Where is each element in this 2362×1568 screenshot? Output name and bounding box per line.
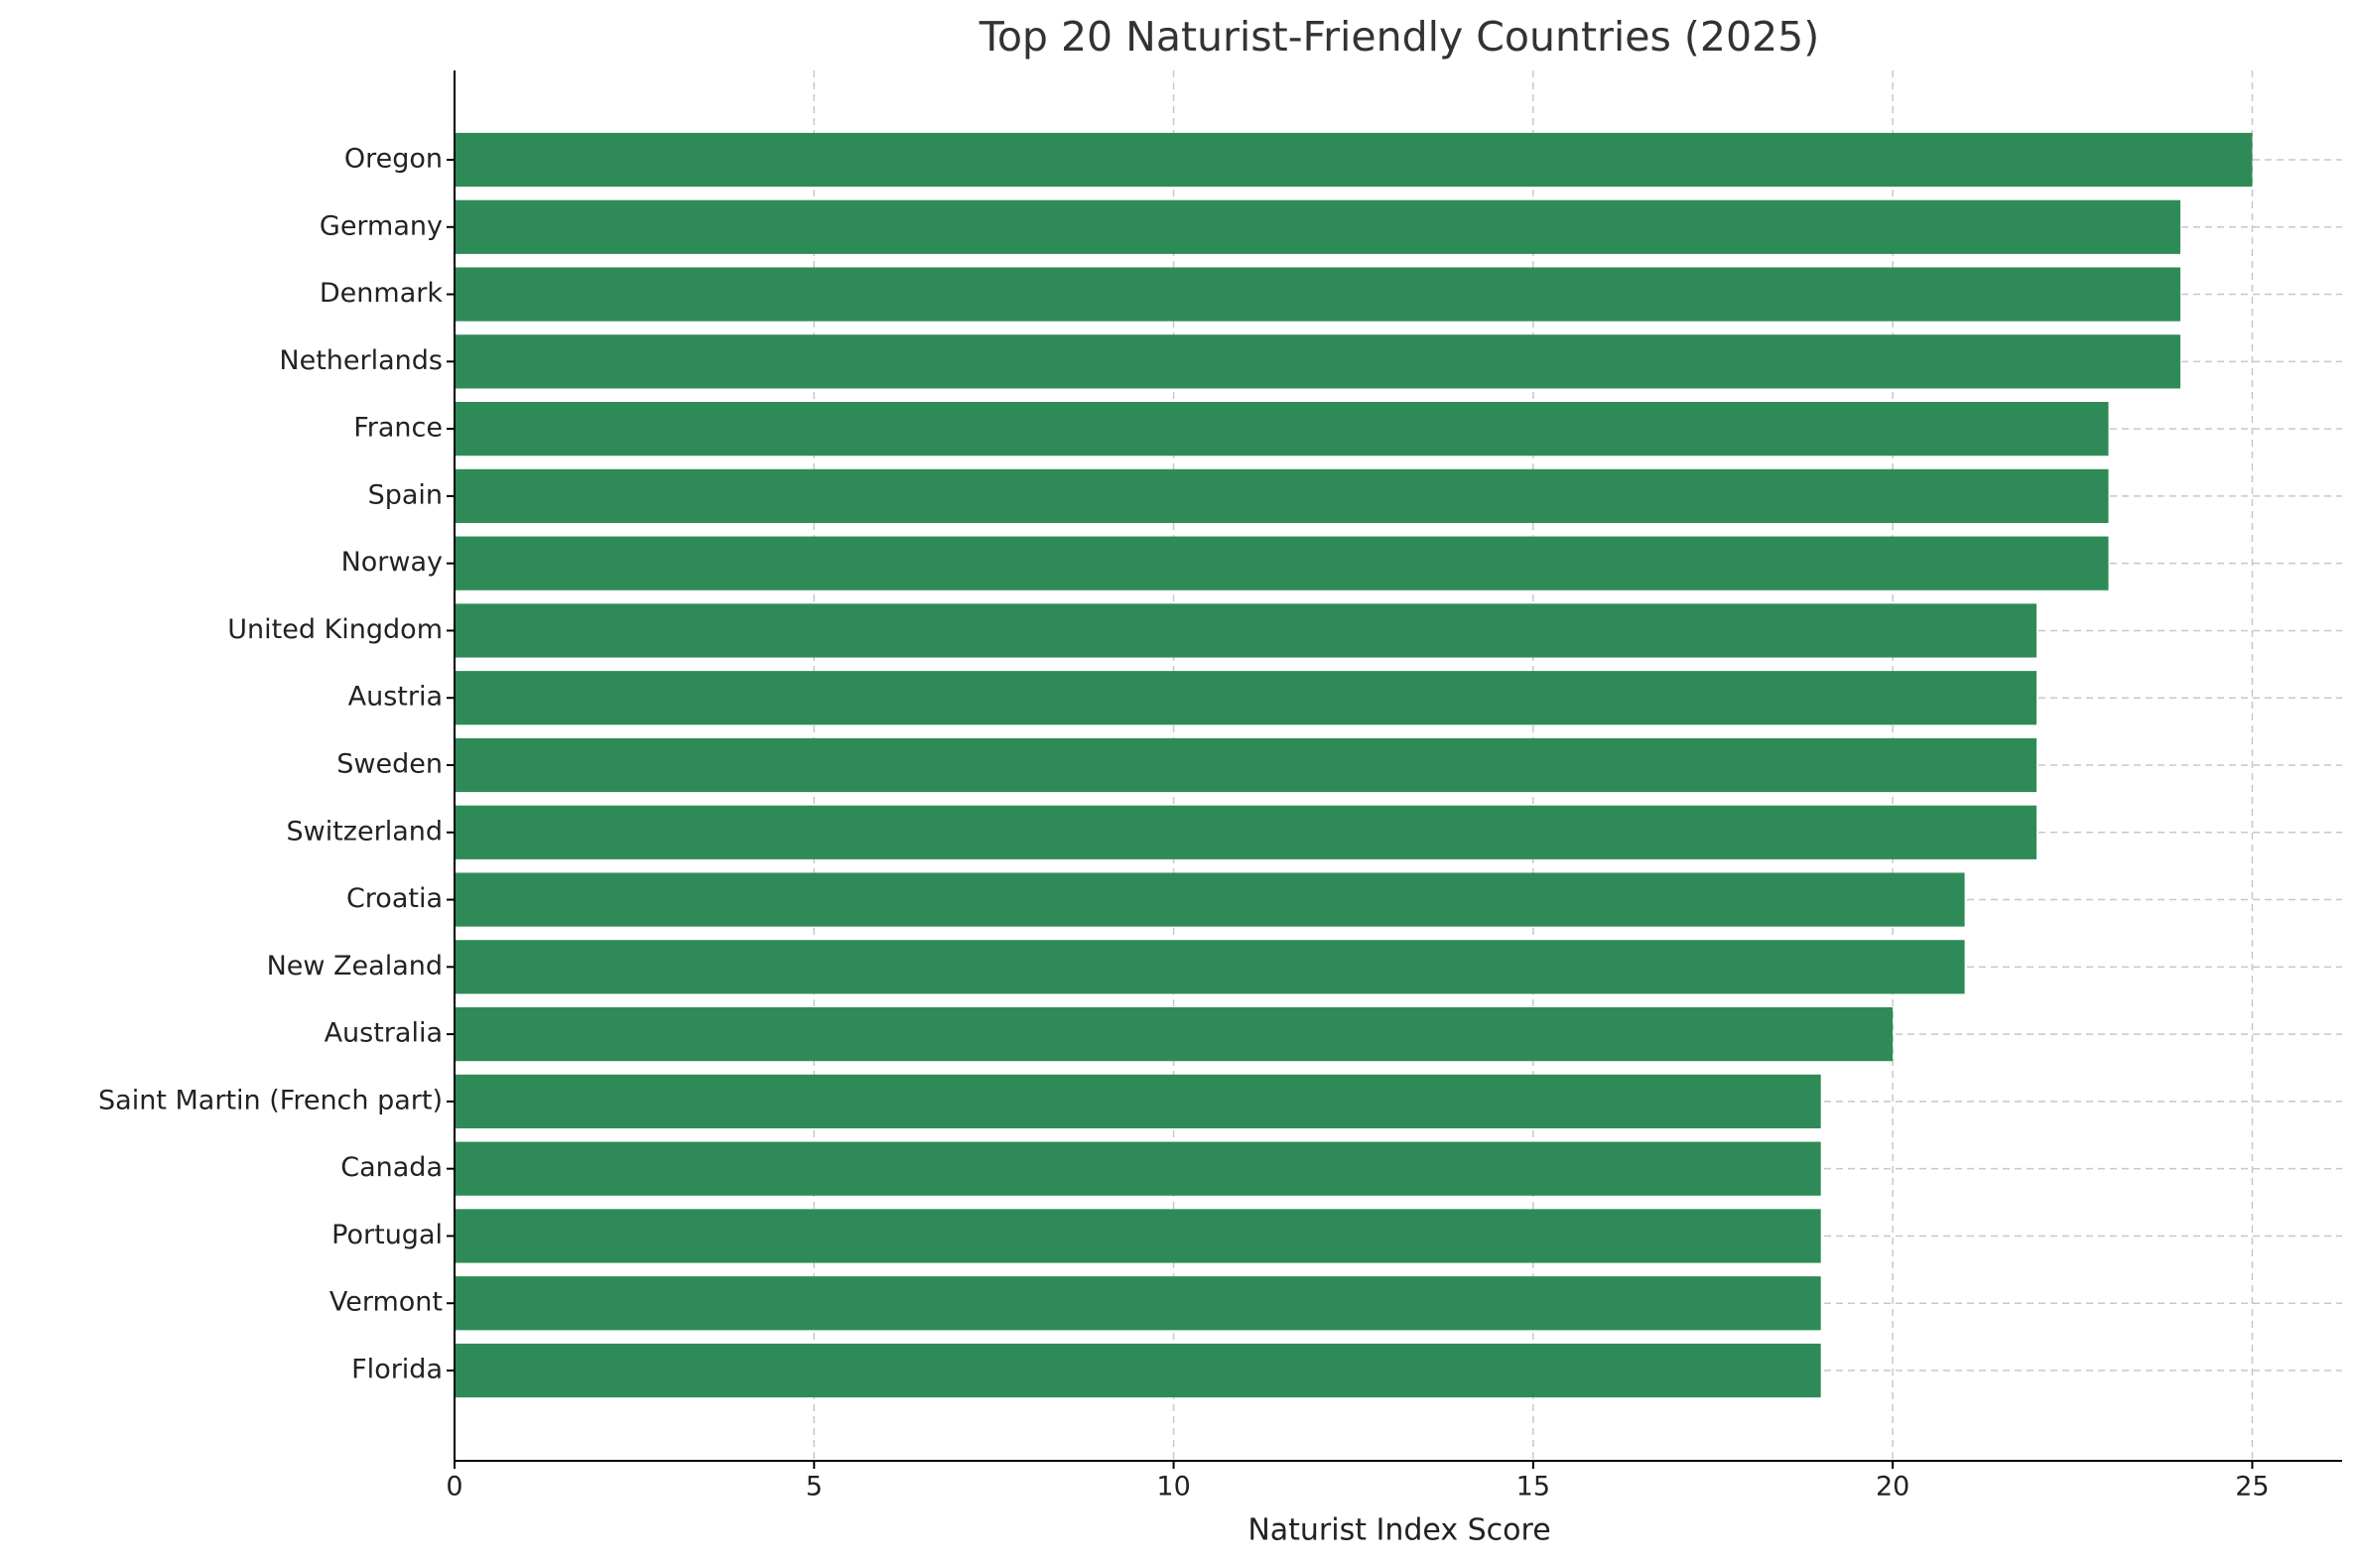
- x-tick-label: 0: [446, 1472, 462, 1503]
- bar: [455, 671, 2037, 725]
- bar: [455, 334, 2180, 389]
- y-tick-label: Portugal: [331, 1220, 443, 1250]
- bar: [455, 468, 2109, 523]
- x-tick-label: 20: [1876, 1472, 1909, 1503]
- y-tick-label: Spain: [368, 479, 443, 510]
- y-tick-label: New Zealand: [267, 951, 443, 981]
- y-tick-label: Denmark: [320, 278, 443, 309]
- bar: [455, 940, 1965, 994]
- chart-title: Top 20 Naturist-Friendly Countries (2025…: [979, 13, 1820, 61]
- bar: [455, 1276, 1821, 1331]
- bar: [455, 132, 2253, 188]
- y-tick-label: Canada: [340, 1152, 443, 1183]
- bar: [455, 402, 2109, 457]
- y-tick-label: United Kingdom: [227, 614, 443, 645]
- x-axis-label: Naturist Index Score: [1247, 1513, 1550, 1548]
- y-tick-label: Australia: [325, 1018, 443, 1049]
- bar: [455, 603, 2037, 658]
- y-tick-label: Sweden: [336, 749, 443, 780]
- y-tick-label: Austria: [348, 682, 443, 713]
- y-tick-label: Germany: [320, 210, 443, 241]
- bar: [455, 1074, 1821, 1128]
- y-tick-label: Netherlands: [279, 345, 443, 376]
- y-tick-label: Florida: [351, 1355, 443, 1385]
- x-tick-label: 15: [1516, 1472, 1550, 1503]
- y-tick-label: Saint Martin (French part): [98, 1085, 443, 1115]
- bar: [455, 1209, 1821, 1263]
- bar: [455, 872, 1965, 927]
- bar: [455, 536, 2109, 590]
- x-tick-label: 5: [806, 1472, 823, 1503]
- bar: [455, 1141, 1821, 1196]
- y-tick-label: France: [353, 413, 443, 444]
- x-tick-label: 10: [1156, 1472, 1190, 1503]
- y-tick-label: Norway: [341, 547, 443, 578]
- bar: [455, 1343, 1821, 1398]
- bar: [455, 267, 2180, 322]
- y-tick-label: Switzerland: [287, 816, 444, 847]
- bar: [455, 737, 2037, 793]
- bar: [455, 1007, 1894, 1062]
- x-tick-label: 25: [2235, 1472, 2269, 1503]
- bar: [455, 805, 2037, 859]
- y-tick-label: Vermont: [329, 1287, 443, 1318]
- bar: [455, 199, 2180, 254]
- y-tick-label: Croatia: [346, 883, 443, 914]
- y-tick-label: Oregon: [344, 144, 443, 175]
